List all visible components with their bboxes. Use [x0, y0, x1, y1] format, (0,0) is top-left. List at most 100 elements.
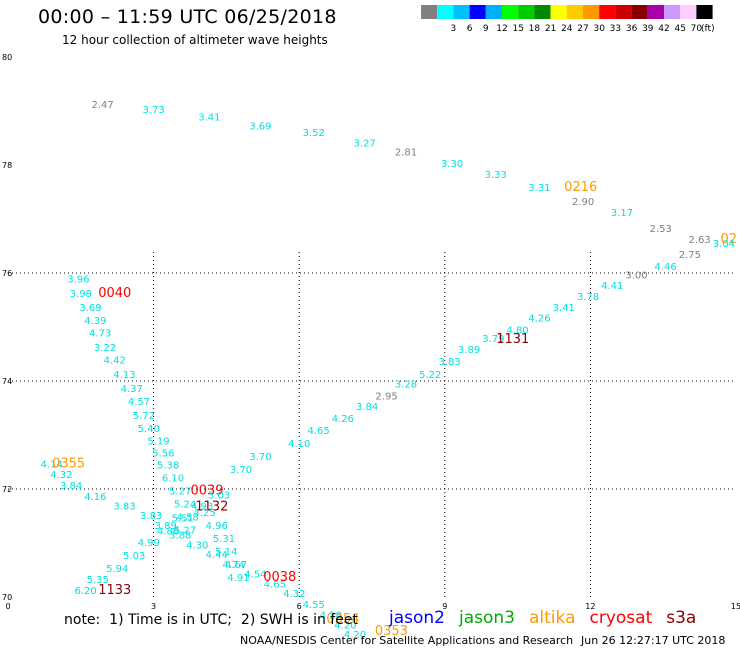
x-tick-label: 6 — [297, 602, 302, 611]
y-tick-label: 80 — [2, 53, 12, 62]
y-tick-label: 74 — [2, 377, 12, 386]
wave-height-label: 4.74 — [223, 560, 245, 571]
legend-swatch — [437, 5, 454, 19]
wave-height-label: 4.80 — [506, 325, 528, 336]
wave-height-label: 5.35 — [87, 575, 109, 586]
wave-height-label: 3.84 — [356, 402, 378, 413]
wave-height-label: 3.84 — [60, 481, 82, 492]
legend-swatch — [696, 5, 713, 19]
legend-tick-label: 70 — [691, 24, 703, 34]
satellite-jason2: jason2 — [389, 608, 445, 628]
wave-height-label: 3.83 — [113, 502, 135, 513]
legend-tick-label: 36 — [626, 24, 638, 34]
wave-height-label: 3.33 — [485, 170, 507, 181]
wave-height-label: 3.83 — [140, 511, 162, 522]
wave-height-label: 4.65 — [307, 426, 329, 437]
wave-height-label: 2.53 — [650, 224, 672, 235]
color-legend: 3 6 9 12 15 18 21 24 27 30 33 36 39 42 45 70(ft) — [421, 5, 715, 34]
pass-time-label: 1131 — [496, 332, 529, 347]
wave-height-label: 3.88 — [169, 531, 191, 542]
footer-timestamp: Jun 26 12:27:17 UTC 2018 — [581, 634, 726, 647]
wave-height-label: 5.03 — [123, 551, 145, 562]
pass-time-label: 1132 — [195, 500, 228, 515]
x-tick-label: 9 — [442, 602, 447, 611]
wave-height-label: 3.89 — [458, 345, 480, 356]
wave-height-label: 4.28 — [320, 611, 342, 622]
wave-height-label: 3.96 — [67, 275, 89, 286]
wave-height-label: 3.17 — [611, 208, 633, 219]
legend-tick-label: 15 — [512, 24, 523, 34]
wave-height-label: 4.26 — [528, 314, 550, 325]
wave-height-label: 5.51 — [172, 513, 194, 524]
wave-height-label: 4.26 — [332, 414, 354, 425]
pass-time-label: 0038 — [263, 570, 296, 585]
x-tick-label: 12 — [585, 602, 595, 611]
wave-height-label: 4.91 — [227, 573, 249, 584]
wave-height-label: 5.40 — [138, 424, 160, 435]
wave-height-label: 3.28 — [395, 379, 417, 390]
satellite-cryosat: cryosat — [589, 608, 653, 628]
wave-height-label: 2.95 — [375, 391, 397, 402]
legend-swatch — [469, 5, 486, 19]
x-tick-label: 0 — [5, 602, 10, 611]
pass-time-label: 1133 — [98, 583, 131, 598]
wave-height-label: 4.14 — [41, 459, 63, 470]
wave-height-label: 3.41 — [553, 303, 575, 314]
legend-swatch — [615, 5, 632, 19]
pass-time-label: 0039 — [190, 483, 223, 498]
wave-height-label: 3.79 — [482, 334, 504, 345]
wave-height-label: 4.16 — [84, 492, 106, 503]
legend-tick-label: 9 — [483, 24, 489, 34]
legend-swatch — [664, 5, 681, 19]
wave-height-label: 5.72 — [133, 411, 155, 422]
wave-height-label: 3.70 — [230, 465, 252, 476]
wave-height-label: 3.52 — [303, 128, 325, 139]
pass-time-label: 0355 — [52, 456, 85, 471]
wave-height-label: 5.27 — [169, 486, 191, 497]
wave-height-label: 4.37 — [121, 384, 143, 395]
wave-height-label: 3.83 — [439, 357, 461, 368]
wave-height-label: 4.30 — [186, 540, 208, 551]
wave-height-label: 3.70 — [249, 452, 271, 463]
legend-tick-label: 21 — [545, 24, 556, 34]
wave-height-label: 4.13 — [113, 370, 135, 381]
pass-time-label: 02 — [720, 232, 737, 247]
wave-height-label: 4.73 — [89, 329, 111, 340]
wave-height-label: 4.25 — [193, 508, 215, 519]
legend-swatch — [647, 5, 664, 19]
legend-tick-label: 12 — [496, 24, 507, 34]
satellite-legend: jason2 jason3 altika cryosat s3a — [389, 608, 710, 628]
wave-height-label: 4.55 — [303, 600, 325, 611]
legend-swatch — [485, 5, 502, 19]
wave-height-label: 2.75 — [679, 250, 701, 261]
satellite-altika: altika — [529, 608, 576, 628]
wave-height-label: 4.46 — [654, 262, 676, 273]
wave-height-label: 4.39 — [84, 316, 106, 327]
x-tick-label: 3 — [151, 602, 156, 611]
wave-height-label: 6.20 — [75, 586, 97, 597]
wave-height-label: 2.81 — [395, 147, 417, 158]
wave-height-label: 4.65 — [264, 579, 286, 590]
y-tick-label: 70 — [2, 593, 12, 602]
wave-height-label: 4.10 — [288, 439, 310, 450]
wave-height-label: 5.38 — [157, 460, 179, 471]
legend-tick-label: 39 — [642, 24, 654, 34]
wave-height-label: 3.69 — [249, 121, 271, 132]
y-tick-label: 76 — [2, 269, 12, 278]
legend-tick-label: 30 — [593, 24, 605, 34]
legend-tick-label: 45 — [674, 24, 685, 34]
wave-height-label: 3.00 — [625, 270, 647, 281]
legend-swatch — [550, 5, 567, 19]
wave-height-label: 3.31 — [528, 183, 550, 194]
legend-swatch — [583, 5, 600, 19]
chart-subtitle: 12 hour collection of altimeter wave hei… — [62, 33, 328, 47]
legend-swatch — [534, 5, 551, 19]
pass-time-label: 0353 — [375, 624, 408, 639]
wave-height-label: 4.32 — [283, 589, 305, 600]
wave-height-label: 5.19 — [147, 437, 169, 448]
wave-height-label: 4.86 — [157, 526, 179, 537]
legend-tick-label: 6 — [467, 24, 473, 34]
satellite-jason3: jason3 — [459, 608, 515, 628]
wave-height-label: 3.89 — [155, 521, 177, 532]
wave-height-label: 3.41 — [198, 113, 220, 124]
